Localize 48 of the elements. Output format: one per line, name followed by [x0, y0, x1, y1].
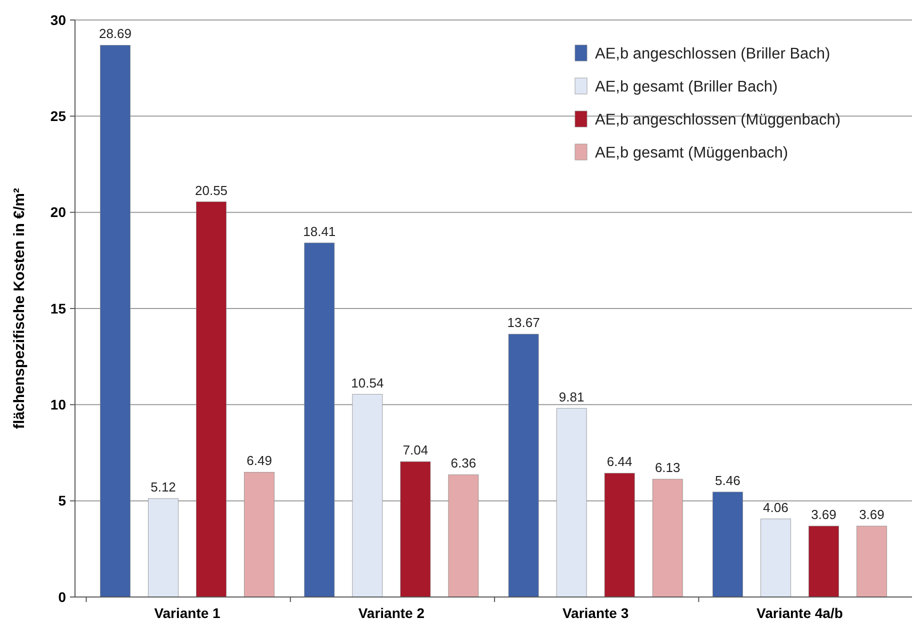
bar [856, 526, 887, 598]
y-tick-label: 15 [50, 300, 66, 316]
legend-label: AE,b gesamt (Briller Bach) [595, 78, 778, 96]
data-label: 10.54 [351, 375, 384, 390]
legend-label: AE,b angeschlossen (Briller Bach) [595, 45, 830, 62]
bar [304, 242, 335, 598]
bar [712, 492, 743, 598]
data-label: 6.13 [654, 460, 680, 476]
bar [808, 526, 839, 598]
y-tick-label: 10 [50, 396, 66, 413]
y-tick-label: 0 [58, 588, 66, 605]
x-tick-label: Variante 1 [154, 605, 221, 621]
data-label: 5.46 [715, 472, 740, 488]
data-label: 28.69 [98, 26, 132, 42]
bar [604, 472, 635, 598]
data-label: 4.06 [763, 500, 788, 515]
data-label: 9.81 [558, 389, 584, 404]
data-label: 7.04 [402, 442, 428, 458]
data-label: 3.69 [811, 507, 836, 522]
bar [100, 44, 130, 598]
bar [148, 498, 178, 598]
data-label: 6.49 [246, 453, 272, 468]
bar [400, 461, 431, 598]
data-label: 18.41 [303, 224, 336, 239]
bar [352, 394, 383, 598]
legend-label: AE,b angeschlossen (Müggenbach) [595, 111, 841, 128]
data-label: 6.44 [606, 454, 632, 470]
y-axis-title: flächenspezifische Kosten in €/m² [11, 188, 28, 429]
bar [244, 472, 275, 598]
data-label: 13.67 [507, 315, 540, 330]
y-tick-label: 25 [50, 108, 66, 124]
bar [448, 474, 479, 598]
legend-label: AE,b gesamt (Müggenbach) [595, 144, 788, 162]
bar [196, 202, 226, 598]
data-label: 6.36 [450, 456, 476, 471]
data-label: 20.55 [195, 182, 228, 198]
x-tick-label: Variante 4a/b [756, 605, 843, 621]
bar [760, 518, 791, 598]
bar [508, 334, 539, 598]
data-label: 3.69 [859, 507, 884, 522]
data-label: 5.12 [150, 480, 176, 495]
y-tick-label: 30 [50, 12, 66, 28]
x-tick-label: Variante 3 [562, 605, 629, 621]
y-tick-label: 20 [50, 204, 66, 220]
x-tick-label: Variante 2 [358, 605, 425, 621]
bar [652, 478, 683, 598]
bar [556, 408, 587, 598]
y-tick-label: 5 [58, 492, 66, 509]
